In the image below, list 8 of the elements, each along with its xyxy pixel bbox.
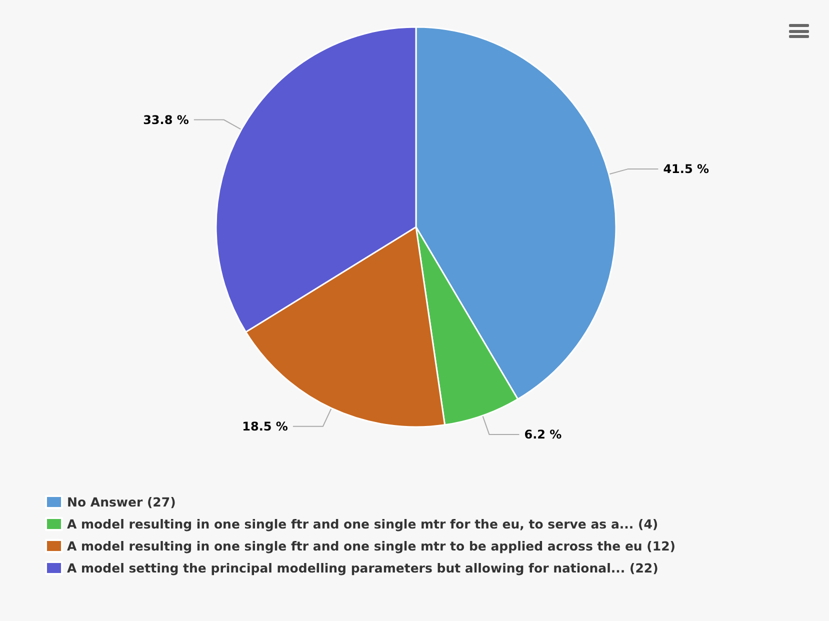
data-label: 6.2 % xyxy=(524,427,562,442)
data-label: 33.8 % xyxy=(143,112,189,127)
data-label: 41.5 % xyxy=(663,162,710,176)
legend-label: A model resulting in one single ftr and one single mtr for the eu, to serve as a... (4) xyxy=(67,516,658,532)
legend-label: A model setting the principal modelling parameters but allowing for national... (22) xyxy=(67,560,658,576)
data-label: 18.5 % xyxy=(242,419,288,434)
legend-label: A model resulting in one single ftr and one single mtr to be applied across the eu (12) xyxy=(67,538,676,554)
legend-label: No Answer (27) xyxy=(67,494,176,510)
